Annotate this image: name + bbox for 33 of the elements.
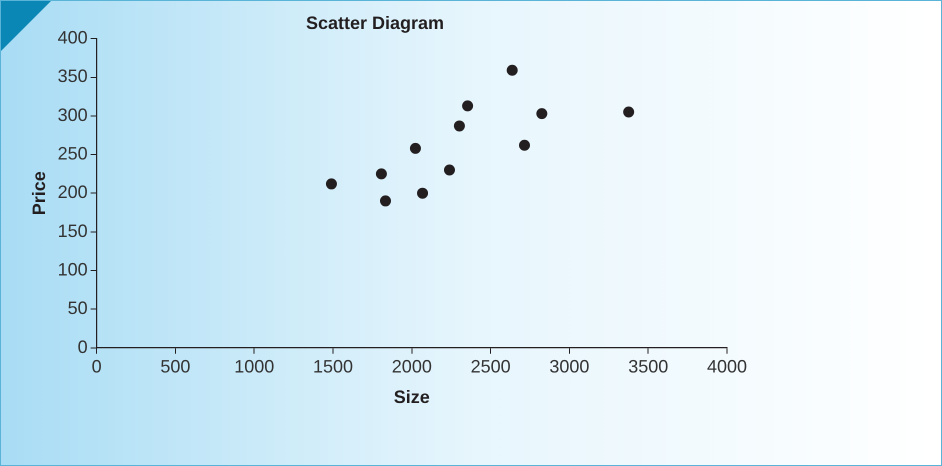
x-axis-title: Size <box>394 387 430 408</box>
x-tick-label: 3500 <box>628 356 668 377</box>
y-tick-label: 400 <box>58 28 88 48</box>
point <box>326 178 337 190</box>
point <box>623 106 634 118</box>
point <box>376 168 387 180</box>
point <box>410 142 421 154</box>
point <box>536 108 548 120</box>
y-tick-label: 300 <box>58 104 88 125</box>
y-tick-label: 150 <box>58 220 88 241</box>
y-tick-label: 200 <box>58 182 88 202</box>
point <box>380 195 391 206</box>
x-tick-label: 4000 <box>706 356 748 377</box>
x-tick-label: 500 <box>160 356 190 377</box>
x-tick-label: 3000 <box>549 356 590 377</box>
x-tick-label: 1000 <box>234 356 274 377</box>
x-tick-label: 1500 <box>312 356 354 377</box>
x-tick-label: 2000 <box>392 356 432 377</box>
x-tick-label: 2500 <box>470 356 511 377</box>
y-tick-label: 0 <box>78 336 88 357</box>
x-tick-label: 0 <box>92 356 102 377</box>
y-tick-label: 50 <box>68 298 88 318</box>
chart-title: Scatter Diagram <box>306 12 444 33</box>
point <box>518 140 530 151</box>
point <box>417 188 428 199</box>
y-tick-label: 100 <box>58 259 88 280</box>
point <box>506 64 518 76</box>
point <box>462 100 474 112</box>
y-tick-label: 250 <box>58 144 88 164</box>
point <box>454 120 465 132</box>
y-tick-label: 350 <box>58 66 88 86</box>
point <box>444 164 455 176</box>
y-axis-title: Price <box>28 171 49 216</box>
